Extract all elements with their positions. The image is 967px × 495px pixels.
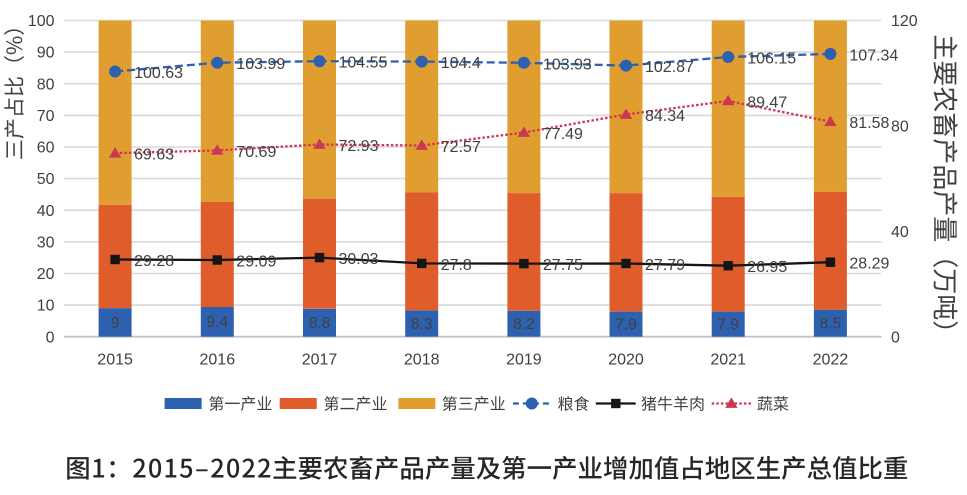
svg-text:70: 70	[37, 108, 55, 125]
svg-text:2022: 2022	[813, 352, 849, 369]
svg-text:29.09: 29.09	[236, 254, 276, 271]
svg-text:104.55: 104.55	[339, 55, 388, 72]
svg-text:2021: 2021	[710, 352, 746, 369]
svg-text:27.79: 27.79	[645, 257, 685, 274]
svg-text:77.49: 77.49	[543, 126, 583, 143]
svg-text:40: 40	[37, 203, 55, 220]
svg-text:80: 80	[37, 76, 55, 93]
svg-text:27.8: 27.8	[441, 257, 472, 274]
svg-text:80: 80	[891, 119, 909, 136]
svg-text:50: 50	[37, 171, 55, 188]
svg-text:100.63: 100.63	[134, 65, 183, 82]
svg-text:30: 30	[37, 234, 55, 251]
svg-text:7.9: 7.9	[615, 317, 637, 334]
svg-text:2015: 2015	[97, 352, 133, 369]
svg-text:107.34: 107.34	[849, 47, 898, 64]
svg-text:81.58: 81.58	[849, 115, 889, 132]
svg-text:0: 0	[46, 329, 55, 346]
svg-text:70.69: 70.69	[236, 144, 276, 161]
svg-text:103.93: 103.93	[543, 56, 592, 73]
svg-text:69.63: 69.63	[134, 147, 174, 164]
svg-text:28.29: 28.29	[849, 256, 889, 273]
svg-text:89.47: 89.47	[747, 94, 787, 111]
svg-text:2020: 2020	[608, 352, 644, 369]
svg-text:90: 90	[37, 45, 55, 62]
svg-text:2018: 2018	[404, 352, 440, 369]
svg-text:106.15: 106.15	[747, 51, 796, 68]
svg-text:20: 20	[37, 266, 55, 283]
svg-text:72.57: 72.57	[441, 139, 481, 156]
svg-text:84.34: 84.34	[645, 108, 685, 125]
svg-text:30.03: 30.03	[339, 251, 379, 268]
svg-text:8.3: 8.3	[411, 316, 433, 333]
svg-text:8.8: 8.8	[309, 315, 331, 332]
svg-text:26.95: 26.95	[747, 259, 787, 276]
svg-text:8.5: 8.5	[820, 316, 842, 333]
svg-text:104.4: 104.4	[441, 55, 481, 72]
svg-text:27.75: 27.75	[543, 257, 583, 274]
svg-text:10: 10	[37, 298, 55, 315]
svg-text:100: 100	[28, 13, 55, 30]
svg-text:9: 9	[111, 315, 120, 332]
svg-text:60: 60	[37, 140, 55, 157]
svg-text:40: 40	[891, 224, 909, 241]
svg-text:120: 120	[891, 13, 918, 30]
svg-text:2016: 2016	[200, 352, 236, 369]
svg-text:9.4: 9.4	[207, 314, 229, 331]
svg-text:0: 0	[891, 329, 900, 346]
svg-text:2017: 2017	[302, 352, 338, 369]
svg-text:2019: 2019	[506, 352, 542, 369]
svg-text:29.28: 29.28	[134, 253, 174, 270]
svg-text:72.93: 72.93	[339, 138, 379, 155]
svg-text:103.99: 103.99	[236, 56, 285, 73]
svg-text:7.9: 7.9	[717, 317, 739, 334]
svg-text:102.87: 102.87	[645, 59, 694, 76]
svg-text:8.2: 8.2	[513, 316, 535, 333]
